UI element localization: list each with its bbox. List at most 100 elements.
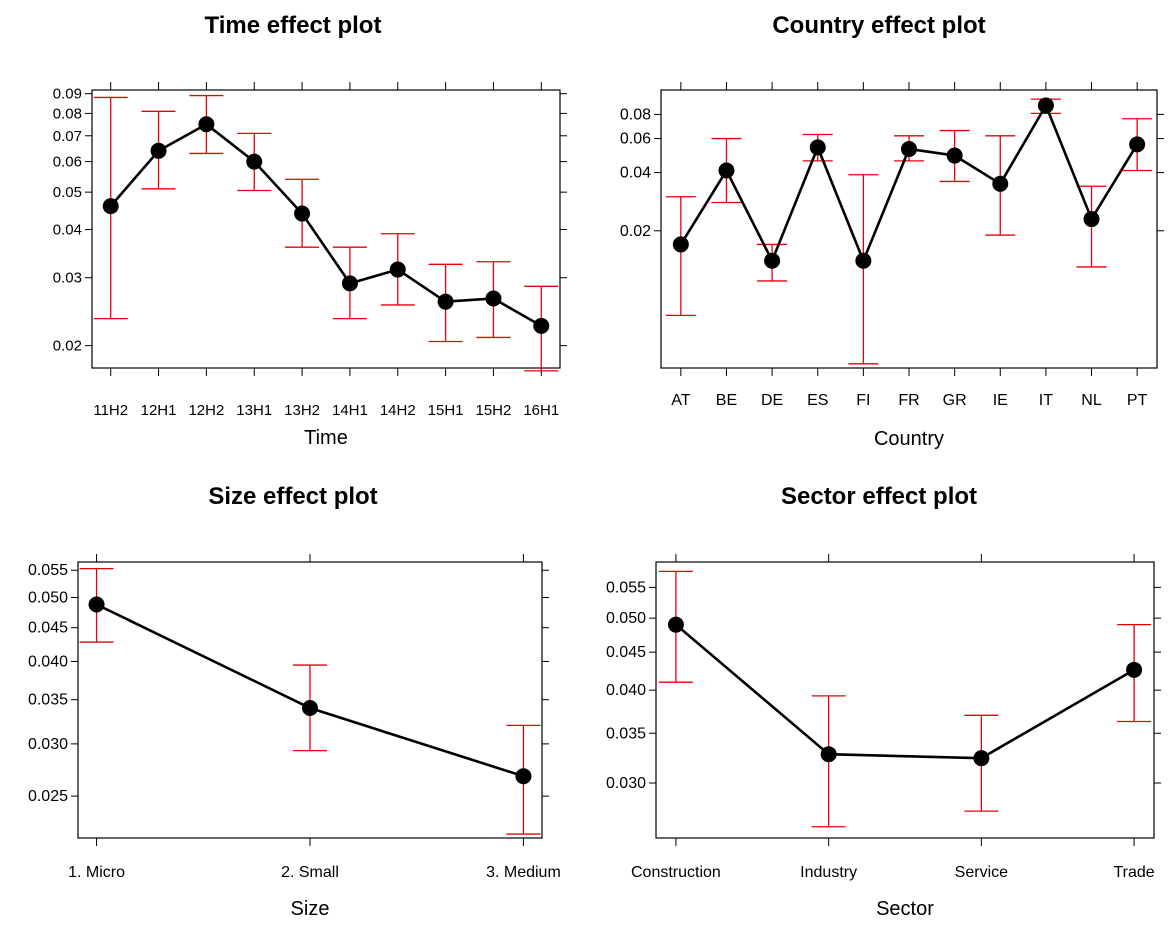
data-point <box>901 140 917 157</box>
country-effect-panel: Country effect plot 0.02 0.04 0.06 0.08 AT BE… <box>586 0 1172 461</box>
plot-frame <box>655 561 1155 839</box>
data-point <box>672 236 689 253</box>
y-tick-label: 0.040 <box>28 653 68 670</box>
x-axis-label: Country <box>874 428 944 450</box>
x-tick-label: FR <box>898 392 919 409</box>
x-tick-label: 12H2 <box>188 402 224 419</box>
x-tick-label: 12H1 <box>141 402 177 419</box>
y-tick-label: 0.04 <box>620 165 651 182</box>
y-tick-label: 0.035 <box>606 725 646 742</box>
x-axis-label: Size <box>291 898 330 920</box>
x-tick-label: FI <box>856 392 870 409</box>
panel-title: Size effect plot <box>208 483 378 510</box>
cropped-top-edge <box>0 0 1172 6</box>
data-point <box>515 768 532 785</box>
size-effect-panel: Size effect plot 0.025 0.030 0.035 0.040 0.0… <box>0 465 586 923</box>
x-axis-label: Sector <box>876 898 934 920</box>
x-tick-label: ES <box>807 392 828 409</box>
data-point <box>809 139 826 156</box>
x-tick-label: IT <box>1039 392 1053 409</box>
data-point <box>302 700 318 717</box>
sector-effect-panel: Sector effect plot 0.030 0.035 0.040 0.045 0… <box>586 465 1172 923</box>
data-point <box>533 317 550 334</box>
chart-svg: 0.025 0.030 0.035 0.040 0.045 0.050 0.055 1. Mi… <box>28 554 561 920</box>
panel-title: Country effect plot <box>772 12 986 39</box>
data-point <box>1126 661 1143 678</box>
x-tick-label: 16H1 <box>523 402 559 419</box>
y-tick-label: 0.05 <box>53 184 82 201</box>
panel-title: Time effect plot <box>204 12 382 39</box>
x-tick-label: GR <box>943 392 967 409</box>
x-axis-label: Time <box>304 427 348 449</box>
y-tick-label: 0.025 <box>28 788 68 805</box>
data-point <box>437 293 454 310</box>
panel-title: Sector effect plot <box>780 483 978 510</box>
x-tick-label: Construction <box>631 864 721 881</box>
x-tick-label: 14H1 <box>332 402 368 419</box>
y-tick-label: 0.06 <box>620 131 651 148</box>
x-tick-label: Service <box>955 864 1008 881</box>
data-point <box>855 252 872 269</box>
plot-frame <box>660 89 1158 369</box>
data-point <box>294 205 311 222</box>
y-tick-label: 0.02 <box>53 338 82 355</box>
y-tick-label: 0.06 <box>53 154 82 171</box>
y-tick-label: 0.045 <box>28 620 68 637</box>
chart-svg: 0.030 0.035 0.040 0.045 0.050 0.055 Constructi… <box>606 554 1161 920</box>
y-tick-label: 0.04 <box>53 222 82 239</box>
data-point <box>946 147 963 164</box>
y-tick-label: 0.055 <box>28 562 68 579</box>
x-tick-label: 15H2 <box>476 402 512 419</box>
y-tick-label: 0.08 <box>53 105 82 122</box>
y-tick-label: 0.09 <box>53 86 82 103</box>
y-tick-label: 0.035 <box>28 692 68 709</box>
y-tick-label: 0.055 <box>606 579 646 596</box>
time-effect-panel: Time effect plot 0.02 0.03 0.04 0.05 0.06 0.0… <box>0 0 586 461</box>
data-point <box>820 746 837 763</box>
chart-svg: 0.02 0.04 0.06 0.08 AT BE DE ES FI FR GR IE IT NL PT Co… <box>620 82 1164 450</box>
x-tick-label: Industry <box>800 864 857 881</box>
data-point <box>1037 97 1054 114</box>
error-bar <box>665 196 696 317</box>
x-tick-label: 1. Micro <box>68 864 125 881</box>
x-tick-label: 2. Small <box>281 864 339 881</box>
x-tick-label: Trade <box>1113 864 1154 881</box>
data-point <box>246 153 263 170</box>
x-tick-label: AT <box>671 392 690 409</box>
data-point <box>1129 136 1146 153</box>
x-tick-label: 11H2 <box>93 402 128 419</box>
data-point <box>1083 211 1100 228</box>
data-point <box>150 142 167 159</box>
x-tick-label: PT <box>1127 392 1148 409</box>
data-point <box>667 616 684 633</box>
data-point <box>764 252 781 269</box>
x-tick-label: IE <box>993 392 1008 409</box>
data-point <box>973 750 990 767</box>
data-point <box>102 198 119 215</box>
x-tick-label: 13H1 <box>236 402 272 419</box>
y-tick-label: 0.08 <box>620 106 651 123</box>
error-bar <box>848 174 879 365</box>
x-tick-label: 3. Medium <box>486 864 561 881</box>
y-tick-label: 0.030 <box>28 736 68 753</box>
data-point <box>718 162 735 179</box>
x-tick-label: DE <box>761 392 783 409</box>
y-tick-label: 0.040 <box>606 682 646 699</box>
data-point <box>198 116 215 133</box>
data-point <box>992 175 1009 192</box>
data-point <box>341 275 358 292</box>
data-point <box>485 290 502 307</box>
y-tick-label: 0.02 <box>620 223 651 240</box>
data-point <box>88 596 105 613</box>
y-tick-label: 0.03 <box>53 270 82 287</box>
x-tick-label: 14H2 <box>380 402 416 419</box>
chart-svg: 0.02 0.03 0.04 0.05 0.06 0.07 0.08 0.09 11H2 12H1… <box>53 82 567 449</box>
y-tick-label: 0.050 <box>28 590 68 607</box>
y-tick-label: 0.030 <box>606 775 646 792</box>
x-tick-label: NL <box>1081 392 1102 409</box>
x-tick-label: BE <box>716 392 737 409</box>
plot-frame <box>91 89 561 369</box>
effect-line <box>109 122 542 328</box>
y-tick-label: 0.050 <box>606 610 646 627</box>
y-tick-label: 0.045 <box>606 644 646 661</box>
